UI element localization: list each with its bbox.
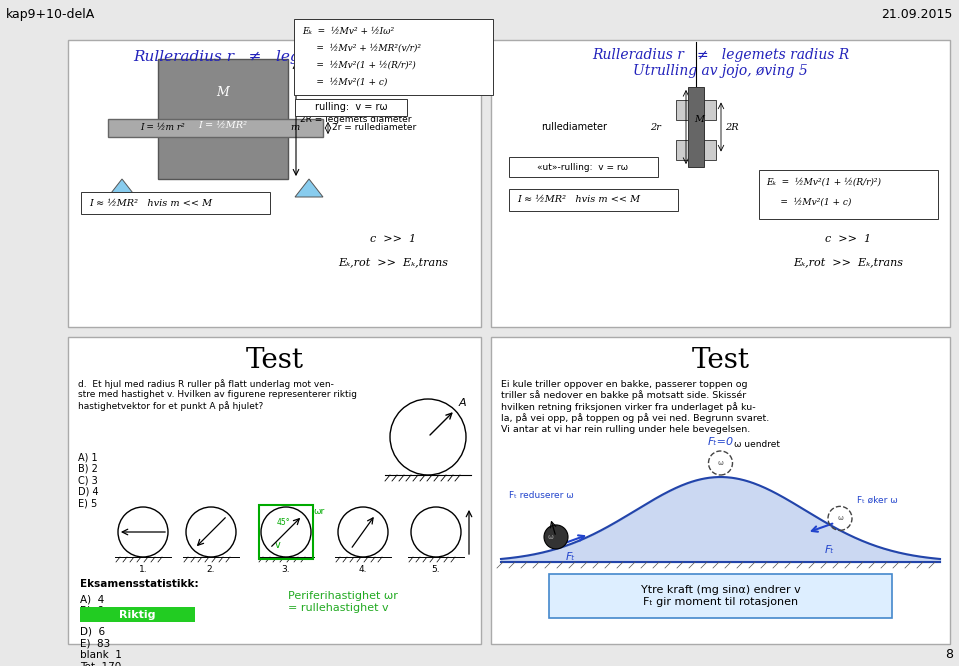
- Text: Eₖ,rot  >>  Eₖ,trans: Eₖ,rot >> Eₖ,trans: [793, 257, 903, 267]
- Text: Fₜ reduserer ω: Fₜ reduserer ω: [508, 491, 573, 500]
- Text: I = ½m r²: I = ½m r²: [141, 123, 185, 133]
- Text: rulling:  v = rω: rulling: v = rω: [315, 103, 387, 113]
- Text: I ≈ ½MR²   hvis m << M: I ≈ ½MR² hvis m << M: [89, 198, 212, 208]
- Text: 21.09.2015: 21.09.2015: [881, 8, 953, 21]
- Text: Ytre kraft (mg sinα) endrer v
Fₜ gir moment til rotasjonen: Ytre kraft (mg sinα) endrer v Fₜ gir mom…: [641, 585, 801, 607]
- FancyBboxPatch shape: [509, 157, 658, 177]
- Text: A: A: [458, 398, 466, 408]
- Text: Fₜ: Fₜ: [566, 552, 575, 562]
- Text: ω uendret: ω uendret: [735, 440, 781, 449]
- Text: Fₜ=0: Fₜ=0: [708, 437, 734, 447]
- Text: kap9+10-delA: kap9+10-delA: [6, 8, 95, 21]
- FancyBboxPatch shape: [295, 99, 407, 116]
- Bar: [491, 40, 950, 327]
- Text: Test: Test: [246, 347, 303, 374]
- Text: =  ½Mv²(1 + c): = ½Mv²(1 + c): [766, 198, 852, 207]
- Bar: [158, 59, 288, 179]
- Bar: [676, 139, 716, 159]
- FancyBboxPatch shape: [81, 192, 270, 214]
- Text: «ut»-rulling:  v = rω: «ut»-rulling: v = rω: [537, 163, 628, 172]
- Text: S: S: [699, 90, 705, 100]
- Text: A)  4
B)  9: A) 4 B) 9: [80, 594, 105, 615]
- FancyBboxPatch shape: [509, 189, 678, 211]
- Text: Ei kule triller oppover en bakke, passerer toppen og
triller så nedover en bakke: Ei kule triller oppover en bakke, passer…: [501, 380, 769, 434]
- Text: Eₖ  =  ½Mv²(1 + ½(R/r)²): Eₖ = ½Mv²(1 + ½(R/r)²): [766, 178, 881, 187]
- Text: Fₜ øker ω: Fₜ øker ω: [857, 496, 898, 504]
- Bar: [259, 505, 313, 559]
- Text: 2r = rullediameter: 2r = rullediameter: [332, 123, 416, 133]
- Text: I ≈ ½MR²   hvis m << M: I ≈ ½MR² hvis m << M: [517, 196, 640, 204]
- Text: =  ½Mv²(1 + c): = ½Mv²(1 + c): [302, 78, 387, 87]
- FancyBboxPatch shape: [294, 19, 493, 95]
- Text: 3.: 3.: [282, 565, 291, 574]
- Text: =  ½Mv² + ½MR²(v/r)²: = ½Mv² + ½MR²(v/r)²: [302, 44, 421, 53]
- Text: rullediameter: rullediameter: [541, 122, 607, 132]
- Text: M: M: [217, 86, 229, 99]
- Polygon shape: [295, 179, 323, 197]
- Text: 5.: 5.: [432, 565, 440, 574]
- Text: =  ½Mv²(1 + ½(R/r)²): = ½Mv²(1 + ½(R/r)²): [302, 61, 416, 70]
- Text: M: M: [694, 115, 704, 123]
- Bar: [68, 40, 481, 327]
- Polygon shape: [108, 179, 136, 197]
- Text: Eₖ,rot  >>  Eₖ,trans: Eₖ,rot >> Eₖ,trans: [339, 257, 449, 267]
- Text: m: m: [291, 123, 299, 133]
- Bar: [676, 99, 716, 119]
- Text: 1.: 1.: [139, 565, 148, 574]
- Text: 4.: 4.: [359, 565, 367, 574]
- FancyBboxPatch shape: [759, 170, 938, 219]
- Text: ω: ω: [837, 515, 843, 521]
- Text: Rulleradius r   ≠   legemets radius R: Rulleradius r ≠ legemets radius R: [133, 50, 416, 64]
- Bar: [68, 337, 481, 644]
- Text: 45°: 45°: [276, 518, 290, 527]
- Text: v: v: [275, 540, 281, 550]
- Text: 8: 8: [945, 648, 953, 661]
- Bar: [108, 119, 323, 137]
- Text: d.  Et hjul med radius R ruller på flatt underlag mot ven-
stre med hastighet v.: d. Et hjul med radius R ruller på flatt …: [78, 379, 357, 411]
- Text: Fₜ: Fₜ: [825, 545, 835, 555]
- Text: D)  6
E)  83
blank  1
Tot  170: D) 6 E) 83 blank 1 Tot 170: [80, 627, 122, 666]
- Text: Eₖ  =  ½Mv² + ½Iω²: Eₖ = ½Mv² + ½Iω²: [302, 27, 394, 36]
- Bar: [80, 607, 195, 622]
- Text: c  >>  1: c >> 1: [826, 234, 872, 244]
- Text: ωr: ωr: [313, 507, 324, 516]
- Text: 2R = legemets diameter: 2R = legemets diameter: [300, 115, 411, 123]
- Text: Eksamensstatistikk:: Eksamensstatistikk:: [80, 579, 199, 589]
- Text: ω: ω: [717, 460, 723, 466]
- Text: c  >>  1: c >> 1: [370, 234, 416, 244]
- Text: 2r: 2r: [650, 123, 661, 131]
- Circle shape: [544, 525, 568, 549]
- Text: I = ½MR²: I = ½MR²: [199, 121, 247, 129]
- Text: A) 1
B) 2
C) 3
D) 4
E) 5: A) 1 B) 2 C) 3 D) 4 E) 5: [78, 452, 99, 508]
- Text: Riktig: Riktig: [119, 609, 155, 619]
- Bar: [491, 337, 950, 644]
- Text: Rulleradius r   ≠   legemets radius R
Utrulling av jojo, øving 5: Rulleradius r ≠ legemets radius R Utrull…: [592, 48, 849, 78]
- Text: 2R: 2R: [725, 123, 738, 131]
- Bar: [688, 87, 704, 167]
- Text: Test: Test: [691, 347, 750, 374]
- Text: ω: ω: [547, 534, 553, 540]
- Text: Periferihastighet ωr
= rullehastighet v: Periferihastighet ωr = rullehastighet v: [288, 591, 398, 613]
- Text: 2.: 2.: [207, 565, 215, 574]
- FancyBboxPatch shape: [549, 574, 892, 618]
